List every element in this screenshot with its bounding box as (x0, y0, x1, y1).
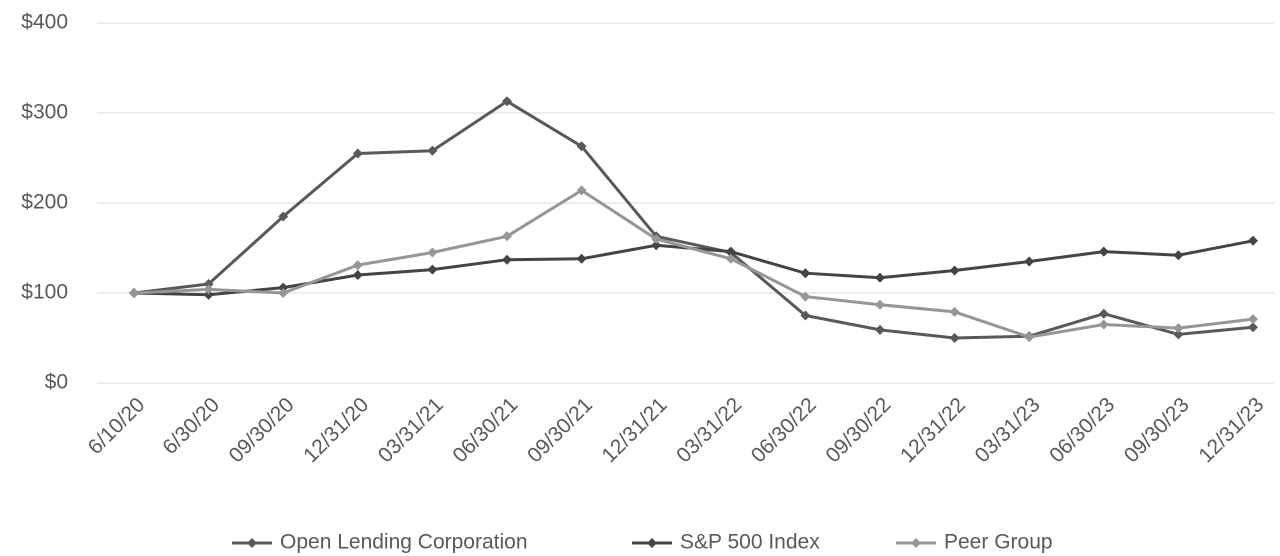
data-point (427, 145, 438, 156)
data-point (278, 211, 289, 222)
x-tick-label: 12/31/23 (1194, 393, 1268, 467)
legend-marker (647, 538, 657, 548)
x-tick-label: 06/30/22 (747, 393, 821, 467)
data-point (800, 310, 811, 321)
data-point (203, 284, 214, 295)
data-point (800, 291, 811, 302)
data-point (1173, 323, 1184, 334)
data-point (1098, 246, 1109, 257)
y-tick-label: $100 (21, 281, 68, 304)
x-tick-label: 09/30/23 (1120, 393, 1194, 467)
data-point (278, 282, 289, 293)
data-point (1098, 308, 1109, 319)
data-point (725, 246, 736, 257)
y-tick-label: $200 (21, 191, 68, 214)
x-tick-label: 12/31/20 (299, 393, 373, 467)
y-tick-label: $300 (21, 101, 68, 124)
data-point (651, 234, 662, 244)
x-tick-label: 03/31/23 (971, 393, 1045, 467)
y-tick-label: $400 (21, 11, 68, 34)
x-tick-label: 03/31/22 (672, 393, 746, 467)
data-point (352, 148, 363, 159)
data-point (576, 253, 587, 264)
legend-marker (911, 538, 921, 548)
x-tick-label: 09/30/21 (523, 393, 597, 467)
data-point (651, 240, 662, 251)
x-tick-label: 12/31/22 (896, 393, 970, 467)
legend-marker (247, 538, 257, 548)
x-tick-label: 09/30/20 (225, 393, 299, 467)
data-point (875, 324, 885, 335)
legend-label: S&P 500 Index (680, 531, 820, 554)
data-point (1173, 329, 1184, 340)
data-point (502, 96, 512, 107)
data-point (427, 264, 438, 275)
data-point (800, 268, 811, 279)
data-point (502, 231, 512, 242)
x-tick-label: 6/10/20 (84, 393, 150, 459)
data-point (725, 253, 736, 264)
x-tick-label: 03/31/21 (374, 393, 448, 467)
series-line (133, 99, 1254, 340)
data-point (1024, 256, 1035, 267)
data-point (949, 306, 960, 317)
x-tick-label: 6/30/20 (158, 393, 224, 459)
data-point (1248, 322, 1258, 333)
data-point (576, 141, 587, 152)
data-point (427, 247, 438, 258)
data-point (1248, 235, 1258, 246)
data-point (949, 333, 960, 343)
data-point (1024, 332, 1035, 343)
x-tick-label: 06/30/21 (448, 393, 522, 467)
data-point (129, 288, 139, 298)
data-point (1248, 314, 1258, 325)
data-point (949, 265, 960, 276)
series-line (133, 188, 1254, 339)
legend-label: Open Lending Corporation (280, 531, 528, 554)
data-point (352, 270, 363, 280)
data-point (576, 185, 587, 196)
x-tick-label: 06/30/23 (1045, 393, 1119, 467)
x-tick-label: 09/30/22 (821, 393, 895, 467)
data-point (502, 254, 512, 265)
data-point (875, 299, 885, 310)
data-point (875, 272, 885, 283)
y-tick-label: $0 (45, 371, 68, 394)
data-point (278, 288, 289, 298)
legend-label: Peer Group (944, 531, 1053, 554)
x-tick-label: 12/31/21 (598, 393, 672, 467)
data-point (203, 279, 214, 289)
data-point (1098, 319, 1109, 330)
data-point (352, 260, 363, 271)
data-point (1173, 250, 1184, 261)
data-point (203, 289, 214, 300)
